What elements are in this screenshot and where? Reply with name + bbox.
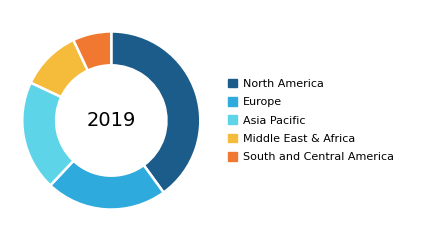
Text: 2019: 2019 (86, 111, 136, 130)
Wedge shape (111, 32, 200, 193)
Wedge shape (22, 83, 74, 185)
Wedge shape (31, 40, 88, 97)
Legend: North America, Europe, Asia Pacific, Middle East & Africa, South and Central Ame: North America, Europe, Asia Pacific, Mid… (228, 79, 394, 162)
Wedge shape (73, 32, 111, 71)
Wedge shape (51, 161, 163, 209)
